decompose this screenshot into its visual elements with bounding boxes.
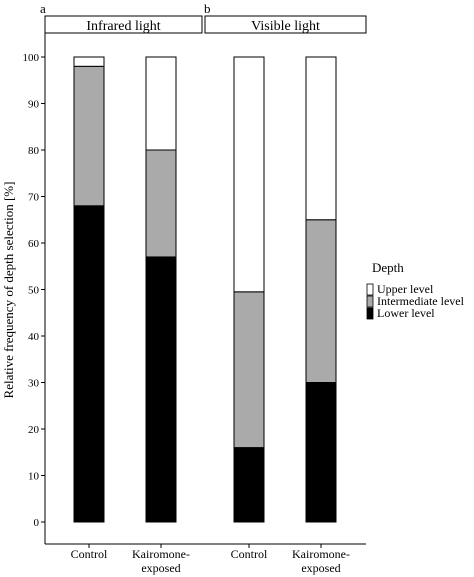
chart-panels: a Infrared light b Visible light bbox=[40, 1, 367, 523]
bar-segment-lower-level bbox=[233, 447, 265, 523]
bar-segment-intermediate-level bbox=[73, 65, 105, 207]
panel-a: a Infrared light bbox=[40, 1, 203, 523]
y-tick-label: 70 bbox=[28, 192, 40, 204]
bar-segment-lower-level bbox=[145, 256, 177, 523]
legend-entry-label: Intermediate level bbox=[377, 294, 465, 308]
bar-segment-upper-level bbox=[233, 56, 265, 293]
y-axis-label: Relative frequency of depth selection [%… bbox=[1, 182, 16, 399]
y-tick-label: 90 bbox=[28, 99, 40, 111]
y-tick-label: 30 bbox=[28, 378, 40, 390]
x-axis: Control Kairomone-exposed Control Kairomone… bbox=[45, 543, 366, 575]
panel-strip-label: Infrared light bbox=[86, 19, 160, 34]
panel-tag: b bbox=[204, 1, 211, 16]
y-tick-label: 20 bbox=[28, 424, 40, 436]
panel-strip bbox=[204, 15, 367, 34]
legend-key bbox=[366, 295, 374, 308]
bar-segment-upper-level bbox=[145, 56, 177, 151]
x-tick-label: Kairomone-exposed bbox=[292, 547, 350, 575]
x-tick-label: Control bbox=[71, 547, 108, 561]
bar-segment-upper-level bbox=[305, 56, 337, 221]
bar-segment-intermediate-level bbox=[305, 219, 337, 383]
panel-strip-label: Visible light bbox=[251, 19, 320, 34]
panel-tag: a bbox=[40, 1, 46, 16]
panel-b: b Visible light bbox=[204, 1, 367, 523]
legend-entry-label: Lower level bbox=[377, 306, 435, 320]
y-axis: 0 10 20 30 40 50 60 70 80 90 100 bbox=[23, 16, 46, 544]
bar-segment-intermediate-level bbox=[233, 291, 265, 449]
bar-segment-lower-level bbox=[73, 205, 105, 523]
y-tick-label: 80 bbox=[28, 145, 40, 157]
bar-segment-upper-level bbox=[73, 56, 105, 67]
y-tick-label: 100 bbox=[23, 52, 40, 64]
legend-entry-label: Upper level bbox=[377, 282, 434, 296]
y-tick-label: 60 bbox=[28, 238, 40, 250]
x-tick-label: Control bbox=[231, 547, 268, 561]
legend-key bbox=[366, 307, 374, 320]
y-tick-label: 50 bbox=[28, 285, 40, 297]
legend-title: Depth bbox=[372, 260, 404, 275]
y-tick-label: 0 bbox=[34, 517, 40, 529]
y-tick-label: 40 bbox=[28, 331, 40, 343]
y-tick-label: 10 bbox=[28, 471, 40, 483]
panel-strip bbox=[44, 15, 203, 34]
bar-segment-intermediate-level bbox=[145, 149, 177, 258]
x-tick-label: Kairomone-exposed bbox=[132, 547, 190, 575]
bar-segment-lower-level bbox=[305, 382, 337, 523]
legend-key bbox=[366, 283, 374, 296]
